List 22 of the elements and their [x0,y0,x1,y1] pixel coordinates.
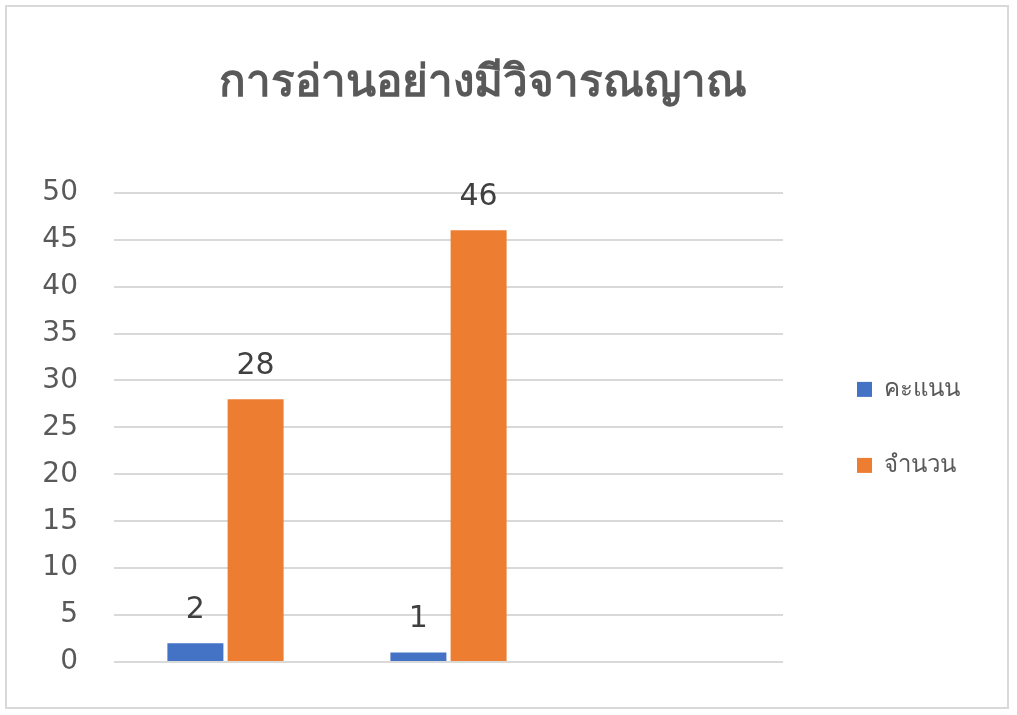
y-tick-label: 20 [42,455,78,489]
data-label: 46 [459,177,498,213]
y-tick-label: 30 [42,361,78,395]
y-tick-label: 40 [42,267,78,301]
y-tick-label: 5 [60,596,78,630]
y-tick-label: 15 [42,502,78,536]
y-tick-label: 25 [42,408,78,442]
y-tick-label: 45 [42,221,78,254]
y-tick-label: 10 [42,549,78,583]
data-label: 1 [408,599,428,635]
chart-title: การอ่านอย่างมีวิจารณญาณ [219,54,747,107]
legend-label: คะแนน [884,373,960,402]
data-label: 28 [236,346,275,382]
bar [227,399,284,661]
y-tick-label: 0 [60,643,78,677]
y-tick-label: 35 [42,314,78,348]
y-tick-label: 50 [42,174,78,208]
bar [450,230,507,661]
bar [167,643,224,661]
legend-label: จำนวน [884,449,956,478]
bar [390,652,447,661]
data-label: 2 [185,590,205,626]
